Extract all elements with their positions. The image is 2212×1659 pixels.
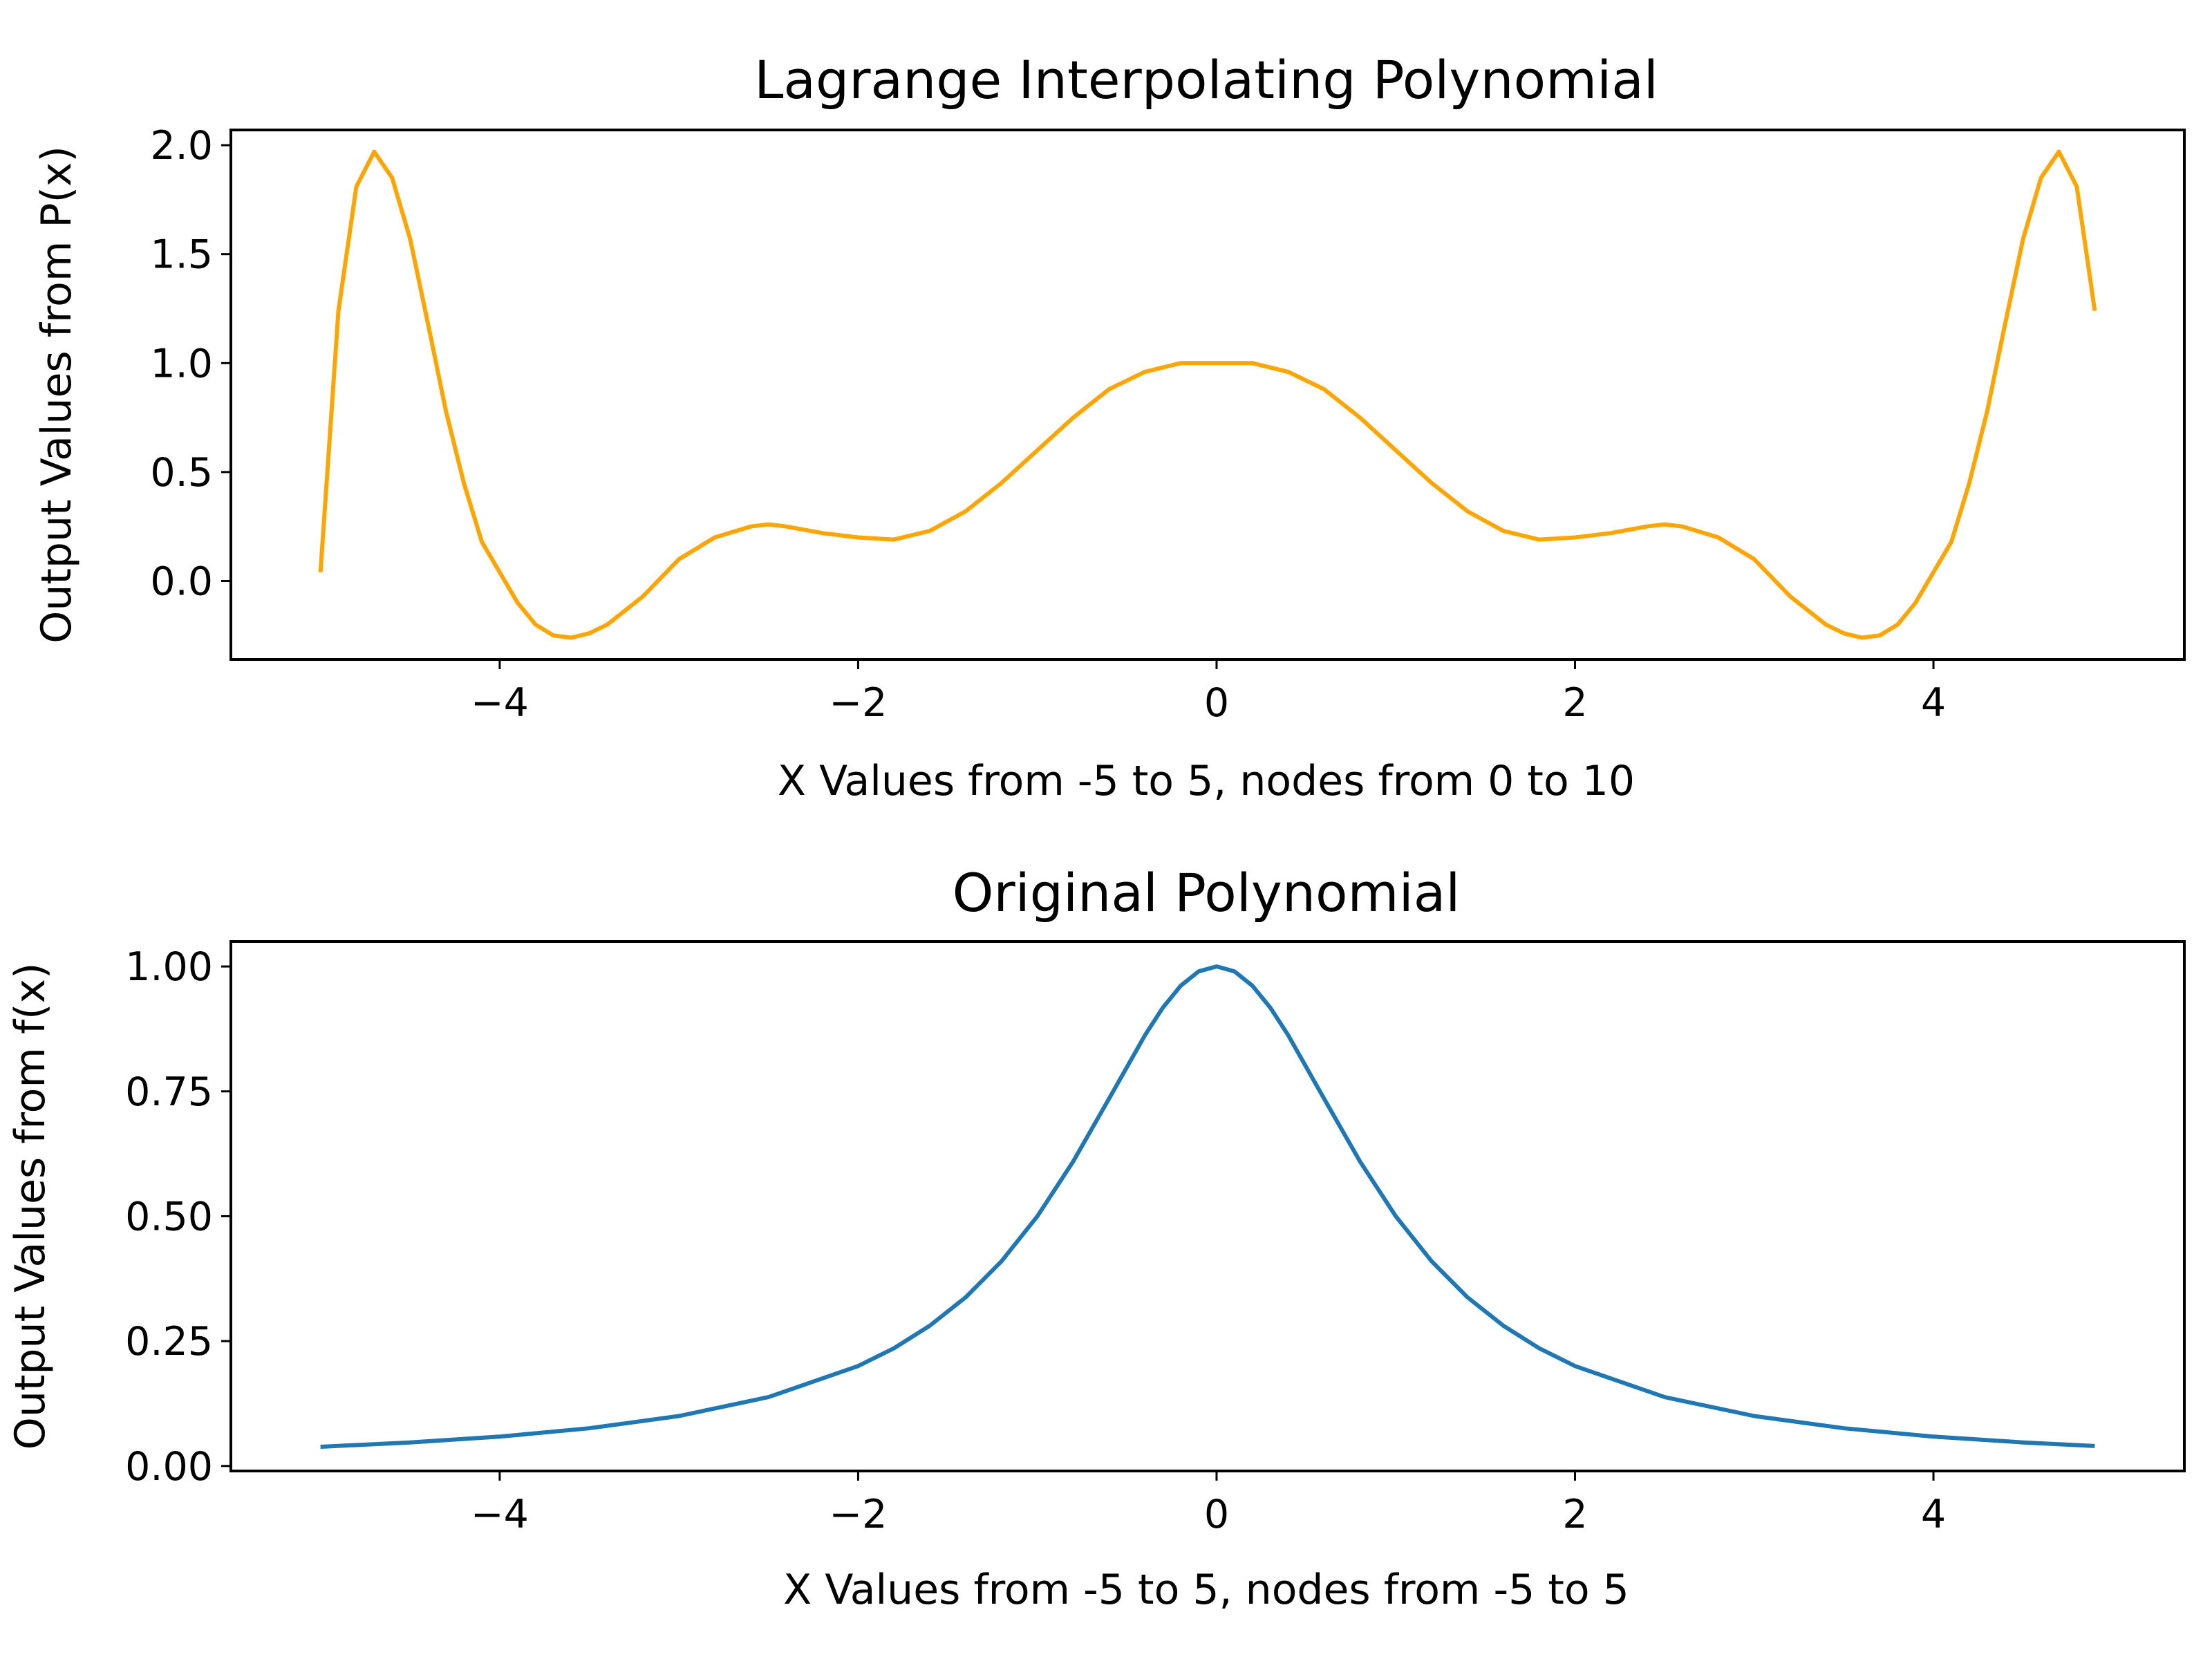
y-tick-label: 1.5 xyxy=(150,232,213,278)
y-tick-label: 0.75 xyxy=(125,1069,213,1115)
x-tick-label: −2 xyxy=(829,1492,887,1537)
y-axis-label: Output Values from P(x) xyxy=(32,146,81,644)
subplot-original: Original Polynomial −4 −2 0 2 4 0.00 0.25 0.50… xyxy=(6,862,2186,1614)
x-axis-ticks: −4 −2 0 2 4 xyxy=(471,659,1946,726)
series-layer xyxy=(320,964,2095,1449)
y-axis-ticks: 0.00 0.25 0.50 0.75 1.00 xyxy=(125,944,231,1490)
x-axis-label: X Values from -5 to 5, nodes from 0 to 1… xyxy=(778,757,1635,805)
y-tick-label: 1.00 xyxy=(125,944,213,990)
plot-area-frame xyxy=(229,940,2186,1472)
series-line xyxy=(320,964,2095,1449)
series-line xyxy=(318,149,2097,640)
subplot-lagrange: Lagrange Interpolating Polynomial −4 −2 0 2… xyxy=(32,49,2186,805)
y-axis-ticks: 0.0 0.5 1.0 1.5 2.0 xyxy=(150,123,231,605)
y-tick-label: 0.00 xyxy=(125,1444,213,1490)
y-tick-label: 0.0 xyxy=(150,559,213,605)
y-tick-label: 1.0 xyxy=(150,341,213,386)
subplot-title: Lagrange Interpolating Polynomial xyxy=(754,49,1658,111)
x-tick-label: 4 xyxy=(1921,680,1946,726)
x-tick-label: −2 xyxy=(829,680,887,726)
x-tick-label: 2 xyxy=(1562,1492,1587,1537)
x-axis-ticks: −4 −2 0 2 4 xyxy=(471,1471,1946,1537)
y-tick-label: 0.50 xyxy=(125,1194,213,1239)
y-tick-label: 2.0 xyxy=(150,123,213,169)
series-layer xyxy=(318,149,2097,640)
x-tick-label: 0 xyxy=(1204,680,1229,726)
x-tick-label: 4 xyxy=(1921,1492,1946,1537)
plot-area-frame xyxy=(229,129,2186,661)
x-tick-label: 2 xyxy=(1562,680,1587,726)
x-tick-label: −4 xyxy=(471,680,529,726)
y-tick-label: 0.25 xyxy=(125,1319,213,1365)
y-axis-label: Output Values from f(x) xyxy=(6,963,55,1450)
x-tick-label: −4 xyxy=(471,1492,529,1537)
x-axis-label: X Values from -5 to 5, nodes from -5 to … xyxy=(783,1566,1629,1614)
y-tick-label: 0.5 xyxy=(150,450,213,496)
x-tick-label: 0 xyxy=(1204,1492,1229,1537)
subplot-title: Original Polynomial xyxy=(953,862,1461,924)
